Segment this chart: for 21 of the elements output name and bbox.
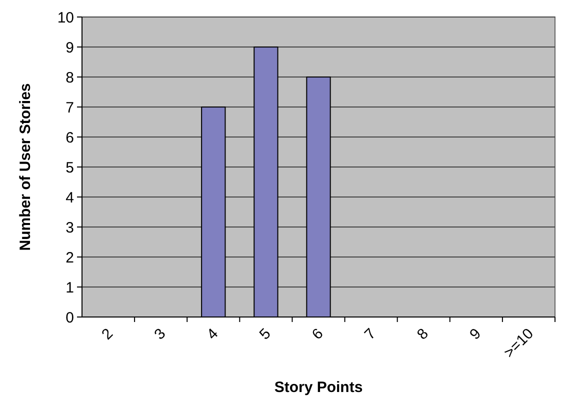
y-tick-label: 3: [66, 219, 74, 236]
x-axis-title: Story Points: [274, 379, 363, 396]
y-tick-label: 0: [66, 309, 74, 326]
y-tick-label: 8: [66, 69, 74, 86]
y-tick-label: 2: [66, 249, 74, 266]
x-tick-label: 8: [414, 325, 432, 344]
y-tick-label: 5: [66, 159, 74, 176]
y-tick-label: 1: [66, 279, 74, 296]
y-tick-label: 6: [66, 129, 74, 146]
x-tick-label: 6: [308, 325, 327, 344]
x-tick-label: 2: [98, 325, 117, 344]
y-axis-title: Number of User Stories: [17, 83, 34, 251]
x-tick-label: 5: [256, 325, 274, 344]
y-tick-label: 9: [66, 39, 74, 56]
y-tick-label: 7: [66, 99, 74, 116]
y-tick-label: 10: [57, 9, 74, 26]
x-tick-label: 3: [151, 325, 170, 344]
x-tick-label: 9: [466, 325, 484, 344]
x-tick-label: 7: [361, 325, 380, 344]
y-tick-label: 4: [66, 189, 74, 206]
x-tick-label: 4: [204, 325, 222, 344]
